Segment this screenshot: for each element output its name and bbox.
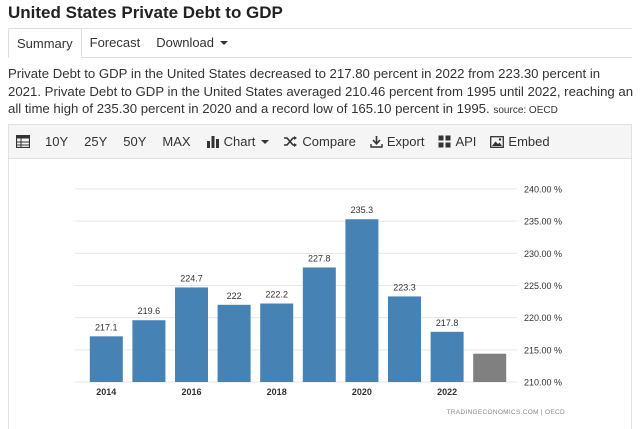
- bar-value-label: 217.1: [95, 322, 118, 332]
- y-tick-label: 235.00 %: [524, 217, 562, 227]
- x-tick-label: 2016: [181, 387, 201, 397]
- chart-type-button[interactable]: Chart: [199, 125, 277, 158]
- bar-chart-icon: [206, 136, 219, 148]
- bar[interactable]: [345, 219, 379, 382]
- chart-panel: 217.1 219.6 224.7 222 222.2 227.8 235.3 223.3 21…: [8, 159, 632, 429]
- tab-summary[interactable]: Summary: [8, 28, 82, 58]
- bar-value-label: 227.8: [308, 253, 331, 263]
- chart-type-label: Chart: [223, 134, 256, 149]
- bar-value-label: 217.8: [436, 318, 459, 328]
- shuffle-icon: [284, 136, 298, 147]
- bar[interactable]: [89, 336, 123, 382]
- bar-value-label: 235.3: [351, 205, 374, 215]
- tab-summary-label: Summary: [17, 35, 73, 51]
- compare-label: Compare: [302, 134, 356, 149]
- tab-forecast-label: Forecast: [89, 35, 141, 50]
- y-tick-label: 240.00 %: [524, 185, 562, 195]
- bar-value-label: 224.7: [180, 273, 203, 283]
- chart-credit: TRADINGECONOMICS.COM | OECD: [447, 409, 566, 416]
- bar-value-label: 222: [227, 291, 242, 301]
- bar[interactable]: [132, 320, 166, 382]
- y-tick-label: 230.00 %: [524, 249, 562, 259]
- export-label: Export: [386, 134, 425, 149]
- y-tick-label: 220.00 %: [524, 313, 562, 323]
- forecast-bar[interactable]: [473, 353, 507, 382]
- tab-bar: Summary Forecast Download: [8, 28, 632, 58]
- description-text: Private Debt to GDP in the United States…: [8, 66, 634, 116]
- bar[interactable]: [302, 267, 336, 382]
- chevron-down-icon: [220, 40, 229, 45]
- x-tick-label: 2018: [267, 387, 287, 397]
- tab-download[interactable]: Download: [148, 28, 236, 57]
- chart-toolbar: 10Y 25Y 50Y MAX Chart Compare Export: [8, 124, 632, 159]
- tab-download-label: Download: [156, 35, 215, 50]
- bar-chart: 217.1 219.6 224.7 222 222.2 227.8 235.3 223.3 21…: [75, 185, 566, 416]
- api-label: API: [455, 134, 477, 149]
- range-10y-button[interactable]: 10Y: [37, 125, 76, 158]
- table-view-button[interactable]: [9, 125, 37, 158]
- bar[interactable]: [430, 331, 464, 382]
- range-50y-label: 50Y: [123, 134, 147, 149]
- range-max-label: MAX: [162, 134, 191, 149]
- export-button[interactable]: Export: [363, 125, 432, 158]
- image-icon: [490, 135, 505, 148]
- bar-value-label: 219.6: [138, 306, 161, 316]
- table-icon: [16, 135, 30, 148]
- bar-value-label: 223.3: [393, 282, 416, 292]
- bar[interactable]: [260, 303, 294, 382]
- bar-value-label: 222.2: [265, 290, 288, 300]
- chevron-down-icon: [261, 139, 270, 144]
- bar[interactable]: [175, 287, 208, 382]
- y-tick-label: 215.00 %: [524, 345, 562, 355]
- embed-label: Embed: [508, 134, 550, 149]
- range-10y-label: 10Y: [45, 134, 69, 149]
- y-tick-label: 210.00 %: [524, 378, 562, 388]
- page-title: United States Private Debt to GDP: [8, 2, 632, 29]
- range-25y-label: 25Y: [84, 134, 108, 149]
- source-note: source: OECD: [493, 105, 558, 116]
- x-tick-label: 2014: [96, 387, 116, 397]
- compare-button[interactable]: Compare: [276, 125, 362, 158]
- x-tick-label: 2020: [352, 387, 372, 397]
- api-button[interactable]: API: [431, 125, 483, 158]
- embed-button[interactable]: Embed: [483, 125, 556, 158]
- tab-forecast[interactable]: Forecast: [82, 28, 149, 57]
- range-25y-button[interactable]: 25Y: [76, 125, 115, 158]
- y-tick-label: 225.00 %: [524, 281, 562, 291]
- range-max-button[interactable]: MAX: [154, 125, 198, 158]
- x-tick-label: 2022: [437, 387, 457, 397]
- range-50y-button[interactable]: 50Y: [115, 125, 154, 158]
- grid-icon: [438, 135, 451, 148]
- bar[interactable]: [388, 296, 421, 382]
- bar[interactable]: [217, 304, 251, 382]
- description: Private Debt to GDP in the United States…: [8, 65, 634, 120]
- download-icon: [370, 136, 383, 148]
